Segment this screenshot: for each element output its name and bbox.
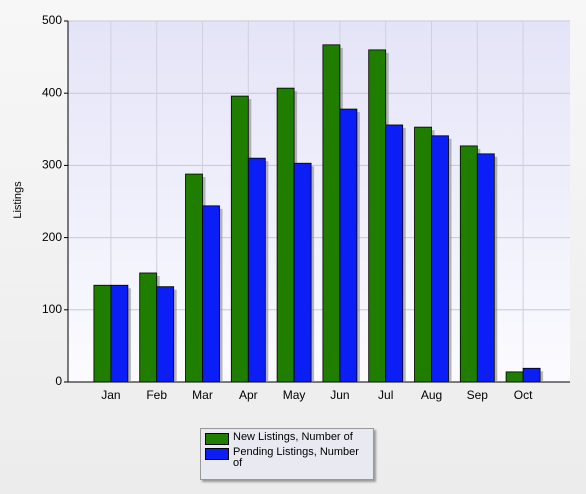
x-tick-label: May <box>283 388 306 402</box>
bar <box>139 272 158 383</box>
bar <box>185 173 203 383</box>
bar <box>368 49 387 383</box>
bar <box>156 286 175 383</box>
bar <box>414 126 432 383</box>
y-tick-label: 300 <box>42 158 62 172</box>
bar <box>230 95 249 383</box>
bar <box>110 284 129 383</box>
y-tick-label: 0 <box>55 374 62 388</box>
x-tick-label: Oct <box>514 388 533 402</box>
x-tick-label: Sep <box>467 388 489 402</box>
legend: New Listings, Number of Pending Listings,… <box>200 428 374 480</box>
legend-label: New Listings, Number of <box>233 431 353 443</box>
bar <box>247 157 266 383</box>
legend-item: New Listings, Number of <box>205 432 369 445</box>
legend-swatch <box>205 433 229 445</box>
legend-label: Pending Listings, Number of <box>233 446 359 469</box>
bar <box>202 205 220 383</box>
x-tick-label: Jan <box>101 388 120 402</box>
y-tick-label: 500 <box>42 13 62 27</box>
bar <box>339 108 358 383</box>
legend-swatch <box>205 448 229 460</box>
x-tick-label: Jun <box>330 388 349 402</box>
bar <box>293 162 312 383</box>
bar <box>459 145 478 383</box>
bar <box>322 44 341 383</box>
x-tick-label: Mar <box>192 388 213 402</box>
y-tick-label: 400 <box>42 85 62 99</box>
x-tick-label: Feb <box>146 388 167 402</box>
x-tick-label: Apr <box>239 388 258 402</box>
legend-item: Pending Listings, Number of <box>205 447 369 469</box>
x-tick-label: Jul <box>378 388 393 402</box>
y-tick-label: 100 <box>42 302 62 316</box>
bar <box>522 367 541 383</box>
y-axis-label: Listings <box>12 181 24 219</box>
bar <box>276 87 295 383</box>
bar <box>431 135 449 383</box>
bar <box>505 371 524 383</box>
x-tick-label: Aug <box>421 388 442 402</box>
bar <box>476 153 495 383</box>
bar <box>385 124 404 383</box>
bar <box>93 284 112 383</box>
y-tick-label: 200 <box>42 230 62 244</box>
